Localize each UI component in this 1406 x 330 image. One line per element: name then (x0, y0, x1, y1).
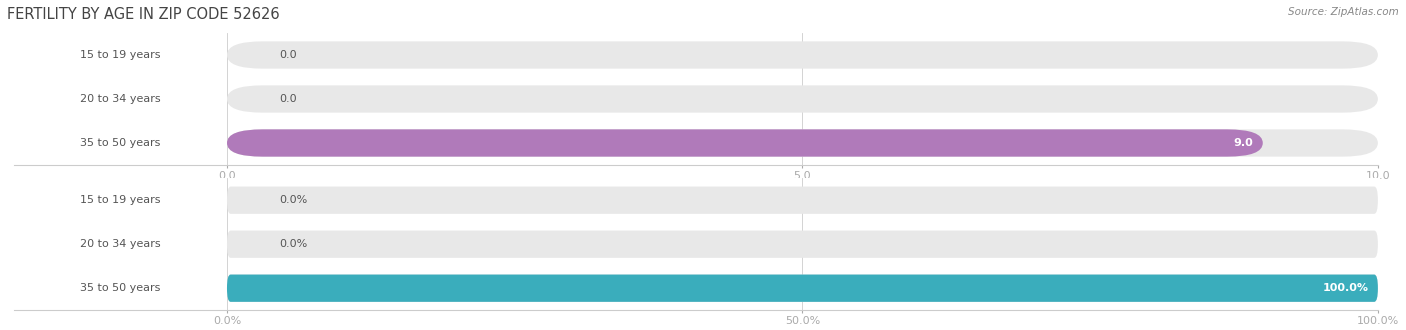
Text: 20 to 34 years: 20 to 34 years (80, 94, 160, 104)
FancyBboxPatch shape (25, 231, 217, 258)
Text: 20 to 34 years: 20 to 34 years (80, 239, 160, 249)
Text: 0.0: 0.0 (278, 50, 297, 60)
FancyBboxPatch shape (226, 41, 1378, 69)
FancyBboxPatch shape (226, 275, 1378, 302)
FancyBboxPatch shape (226, 85, 1378, 113)
Text: Source: ZipAtlas.com: Source: ZipAtlas.com (1288, 7, 1399, 16)
Text: FERTILITY BY AGE IN ZIP CODE 52626: FERTILITY BY AGE IN ZIP CODE 52626 (7, 7, 280, 21)
FancyBboxPatch shape (25, 186, 217, 214)
Text: 15 to 19 years: 15 to 19 years (80, 195, 160, 205)
FancyBboxPatch shape (25, 275, 217, 302)
FancyBboxPatch shape (25, 41, 217, 69)
FancyBboxPatch shape (226, 129, 1378, 157)
Text: 35 to 50 years: 35 to 50 years (80, 138, 160, 148)
Text: 9.0: 9.0 (1234, 138, 1254, 148)
FancyBboxPatch shape (226, 186, 1378, 214)
FancyBboxPatch shape (226, 275, 1378, 302)
Text: 35 to 50 years: 35 to 50 years (80, 283, 160, 293)
FancyBboxPatch shape (25, 129, 217, 157)
Text: 15 to 19 years: 15 to 19 years (80, 50, 160, 60)
FancyBboxPatch shape (226, 129, 1263, 157)
FancyBboxPatch shape (25, 85, 217, 113)
Text: 100.0%: 100.0% (1323, 283, 1368, 293)
Text: 0.0%: 0.0% (278, 195, 307, 205)
FancyBboxPatch shape (226, 231, 1378, 258)
Text: 0.0%: 0.0% (278, 239, 307, 249)
Text: 0.0: 0.0 (278, 94, 297, 104)
